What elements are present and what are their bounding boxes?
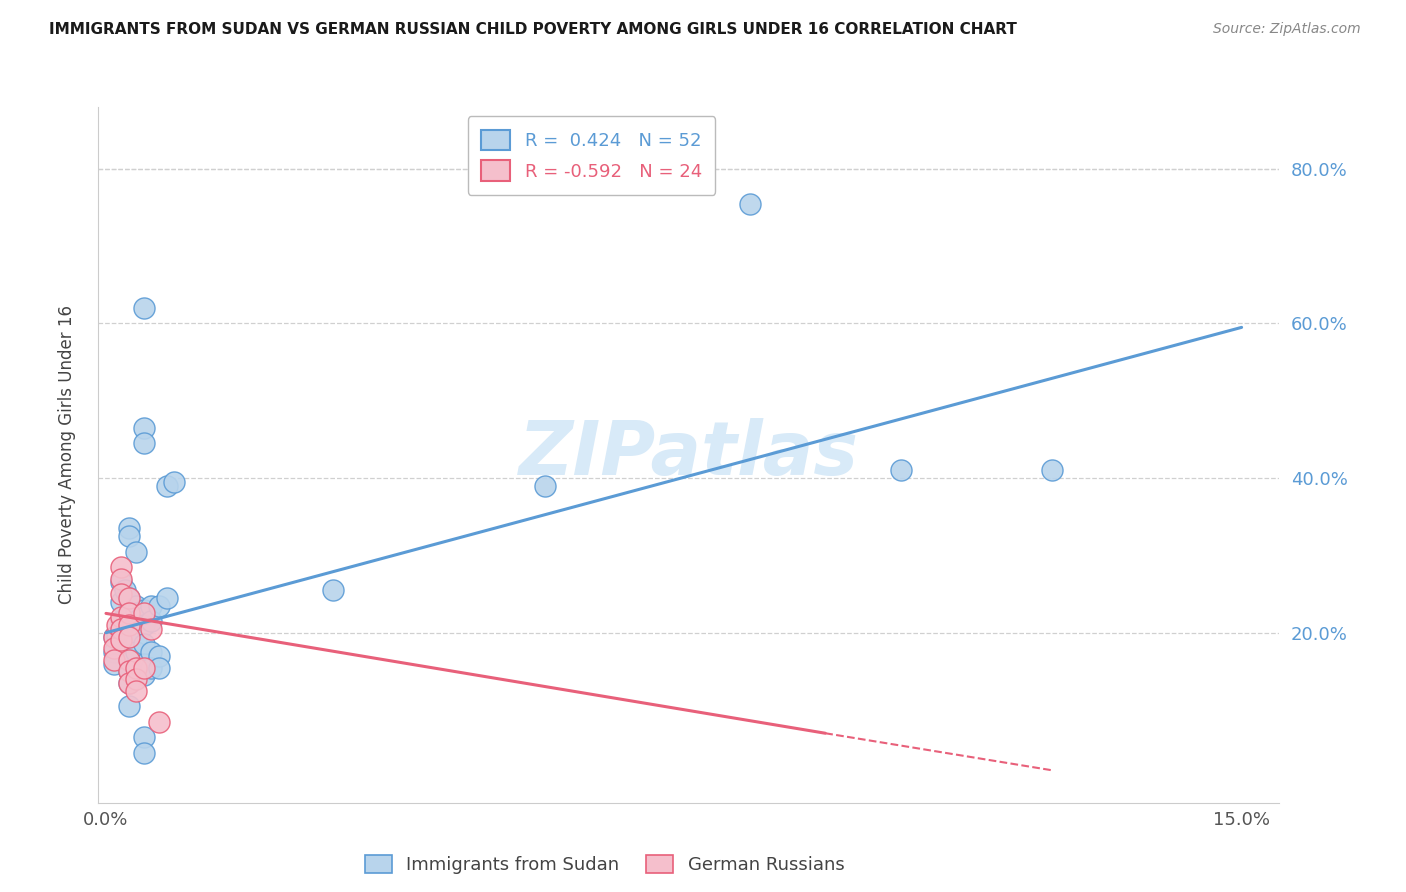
Point xyxy=(110,595,132,609)
Point xyxy=(141,660,163,674)
Point xyxy=(103,630,125,644)
Point xyxy=(132,637,155,651)
Point xyxy=(125,614,148,628)
Point xyxy=(148,648,170,663)
Point xyxy=(118,676,141,690)
Point xyxy=(110,630,132,644)
Point xyxy=(141,645,163,659)
Point xyxy=(132,618,155,632)
Point xyxy=(103,641,125,656)
Point xyxy=(141,599,163,613)
Point xyxy=(125,660,148,674)
Point xyxy=(125,672,148,686)
Point xyxy=(738,196,761,211)
Text: IMMIGRANTS FROM SUDAN VS GERMAN RUSSIAN CHILD POVERTY AMONG GIRLS UNDER 16 CORRE: IMMIGRANTS FROM SUDAN VS GERMAN RUSSIAN … xyxy=(49,22,1017,37)
Point xyxy=(103,630,125,644)
Point xyxy=(118,607,141,621)
Point xyxy=(125,607,148,621)
Point xyxy=(155,591,177,605)
Point xyxy=(118,630,141,644)
Point xyxy=(105,630,128,644)
Point xyxy=(132,730,155,744)
Point xyxy=(110,633,132,648)
Point xyxy=(132,436,155,450)
Point xyxy=(110,560,132,574)
Point xyxy=(132,607,155,621)
Point xyxy=(141,614,163,628)
Point xyxy=(132,610,155,624)
Point xyxy=(1040,463,1063,477)
Point xyxy=(118,607,141,621)
Point xyxy=(118,591,141,605)
Point xyxy=(118,618,141,632)
Legend: R =  0.424   N = 52, R = -0.592   N = 24: R = 0.424 N = 52, R = -0.592 N = 24 xyxy=(468,116,716,194)
Point xyxy=(118,676,141,690)
Point xyxy=(141,622,163,636)
Point xyxy=(125,633,148,648)
Point xyxy=(132,602,155,616)
Point xyxy=(118,699,141,714)
Point xyxy=(125,660,148,674)
Point xyxy=(322,583,344,598)
Point xyxy=(114,583,136,598)
Point xyxy=(103,645,125,659)
Point xyxy=(110,572,132,586)
Point xyxy=(110,587,132,601)
Point xyxy=(118,618,141,632)
Point xyxy=(132,657,155,671)
Point xyxy=(110,622,132,636)
Point xyxy=(110,614,132,628)
Point xyxy=(105,618,128,632)
Point xyxy=(103,653,125,667)
Point xyxy=(125,645,148,659)
Point xyxy=(148,599,170,613)
Point xyxy=(534,479,557,493)
Point xyxy=(118,521,141,535)
Point xyxy=(110,575,132,590)
Point xyxy=(125,544,148,558)
Point xyxy=(118,653,141,667)
Point xyxy=(890,463,912,477)
Point xyxy=(155,479,177,493)
Point xyxy=(148,660,170,674)
Y-axis label: Child Poverty Among Girls Under 16: Child Poverty Among Girls Under 16 xyxy=(58,305,76,605)
Point xyxy=(118,529,141,543)
Point xyxy=(148,714,170,729)
Point xyxy=(118,653,141,667)
Point xyxy=(132,746,155,760)
Point xyxy=(163,475,186,489)
Point xyxy=(125,599,148,613)
Point xyxy=(103,657,125,671)
Point xyxy=(125,683,148,698)
Text: ZIPatlas: ZIPatlas xyxy=(519,418,859,491)
Point xyxy=(132,668,155,682)
Point xyxy=(132,660,155,674)
Text: Source: ZipAtlas.com: Source: ZipAtlas.com xyxy=(1213,22,1361,37)
Point xyxy=(132,421,155,435)
Point xyxy=(118,665,141,679)
Point xyxy=(118,637,141,651)
Point xyxy=(118,591,141,605)
Legend: Immigrants from Sudan, German Russians: Immigrants from Sudan, German Russians xyxy=(356,846,853,883)
Point xyxy=(110,610,132,624)
Point xyxy=(118,665,141,679)
Point xyxy=(132,301,155,315)
